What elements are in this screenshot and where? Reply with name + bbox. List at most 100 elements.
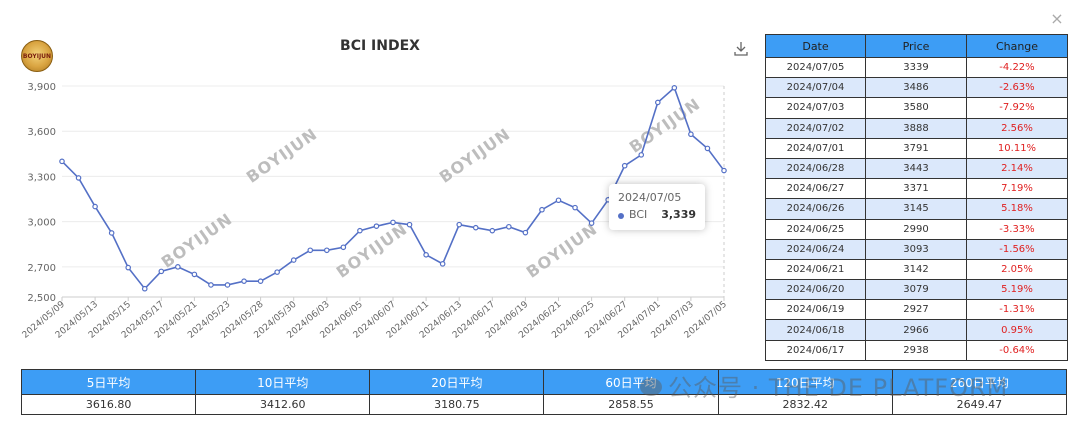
data-point[interactable]	[588, 220, 595, 226]
data-point[interactable]	[721, 167, 727, 174]
table-row: 2024/06/18 2966 0.95%	[765, 319, 1068, 341]
average-value: 3616.80	[20, 394, 197, 415]
download-icon[interactable]	[733, 41, 749, 57]
price-cell: 3093	[865, 238, 967, 260]
logo-text: BOYIJUN	[22, 53, 52, 60]
data-point[interactable]	[671, 85, 678, 91]
data-point[interactable]	[704, 145, 711, 152]
average-header: 5日平均	[20, 369, 197, 395]
date-cell: 2024/06/24	[765, 238, 866, 260]
chart-title: BCI INDEX	[340, 38, 420, 54]
tooltip-series-dot	[618, 213, 624, 219]
change-cell: 10.11%	[966, 137, 1068, 159]
date-cell: 2024/07/04	[765, 77, 866, 99]
average-value: 2858.55	[543, 394, 719, 415]
data-point[interactable]	[290, 257, 297, 263]
data-point[interactable]	[208, 282, 214, 288]
y-tick-label: 3,900	[27, 82, 56, 93]
date-cell: 2024/06/17	[765, 339, 866, 361]
table-row: 2024/06/19 2927 -1.31%	[765, 299, 1068, 321]
price-cell: 3339	[865, 56, 967, 79]
close-button[interactable]: ×	[1050, 9, 1064, 28]
watermark-text: BOYIJUN	[333, 219, 411, 282]
price-cell: 2938	[865, 339, 967, 361]
date-cell: 2024/06/28	[765, 157, 866, 180]
data-point[interactable]	[522, 229, 529, 236]
data-point[interactable]	[340, 244, 347, 251]
data-point[interactable]	[439, 261, 446, 267]
table-row: 2024/07/05 3339 -4.22%	[765, 56, 1068, 79]
average-value: 2832.42	[717, 394, 893, 415]
header-change: Change	[966, 34, 1068, 58]
change-cell: 0.95%	[966, 319, 1068, 341]
y-tick-label: 2,700	[27, 263, 56, 274]
y-tick-label: 3,300	[27, 172, 56, 183]
table-row: 2024/06/17 2938 -0.64%	[765, 339, 1068, 361]
data-point[interactable]	[175, 264, 181, 270]
data-point[interactable]	[307, 247, 314, 254]
data-point[interactable]	[141, 285, 148, 292]
price-cell: 3371	[865, 178, 967, 200]
data-point[interactable]	[191, 271, 198, 278]
average-header: 60日平均	[543, 369, 719, 395]
data-point[interactable]	[59, 158, 65, 165]
chart-tooltip: 2024/07/05 BCI 3,339	[609, 184, 705, 230]
data-point[interactable]	[555, 197, 562, 204]
data-point[interactable]	[108, 230, 115, 236]
header-price: Price	[865, 34, 967, 58]
table-row: 2024/07/02 3888 2.56%	[765, 117, 1068, 139]
change-cell: -0.64%	[966, 339, 1068, 361]
data-point[interactable]	[158, 268, 165, 275]
data-point[interactable]	[257, 278, 264, 284]
date-cell: 2024/07/05	[765, 56, 866, 79]
data-point[interactable]	[75, 175, 82, 181]
tooltip-series-name: BCI	[629, 208, 648, 221]
data-point[interactable]	[572, 204, 578, 211]
data-point[interactable]	[456, 221, 463, 228]
data-point[interactable]	[390, 219, 396, 226]
price-cell: 3486	[865, 77, 967, 99]
data-point[interactable]	[92, 203, 98, 210]
averages-values: 3616.80 3412.60 3180.75 2858.55 2832.42 2649.…	[20, 394, 1068, 415]
date-cell: 2024/06/26	[765, 198, 866, 220]
date-cell: 2024/06/25	[765, 218, 866, 240]
price-cell: 2966	[865, 319, 967, 341]
price-cell: 3145	[865, 198, 967, 220]
data-point[interactable]	[373, 223, 380, 229]
y-tick-label: 2,500	[27, 293, 56, 304]
watermark-text: BOYIJUN	[158, 209, 236, 272]
watermark-text: BOYIJUN	[243, 124, 321, 187]
data-point[interactable]	[506, 223, 512, 230]
average-value: 2649.47	[891, 394, 1068, 415]
data-point[interactable]	[621, 162, 628, 169]
table-row: 2024/06/28 3443 2.14%	[765, 157, 1068, 180]
date-cell: 2024/06/18	[765, 319, 866, 341]
data-point[interactable]	[423, 252, 429, 258]
change-cell: -7.92%	[966, 97, 1068, 119]
y-tick-label: 3,600	[27, 127, 56, 138]
change-cell: -4.22%	[966, 56, 1068, 79]
watermark-text: BOYIJUN	[626, 94, 704, 157]
table-row: 2024/07/01 3791 10.11%	[765, 137, 1068, 159]
data-point[interactable]	[224, 282, 231, 288]
watermark-text: BOYIJUN	[523, 219, 601, 282]
change-cell: 2.05%	[966, 258, 1068, 281]
data-point[interactable]	[638, 152, 645, 158]
data-point[interactable]	[539, 206, 545, 213]
data-point[interactable]	[125, 264, 132, 271]
table-row: 2024/06/26 3145 5.18%	[765, 198, 1068, 220]
data-point[interactable]	[274, 269, 280, 275]
data-point[interactable]	[406, 221, 413, 228]
data-point[interactable]	[654, 99, 661, 106]
data-point[interactable]	[357, 227, 363, 234]
average-header: 10日平均	[195, 369, 371, 395]
data-point[interactable]	[688, 131, 694, 138]
average-header: 120日平均	[717, 369, 893, 395]
data-point[interactable]	[241, 278, 247, 284]
tooltip-date: 2024/07/05	[618, 191, 682, 204]
price-cell: 3142	[865, 258, 967, 281]
data-point[interactable]	[323, 247, 330, 254]
data-point[interactable]	[489, 227, 496, 234]
data-point[interactable]	[472, 224, 479, 231]
